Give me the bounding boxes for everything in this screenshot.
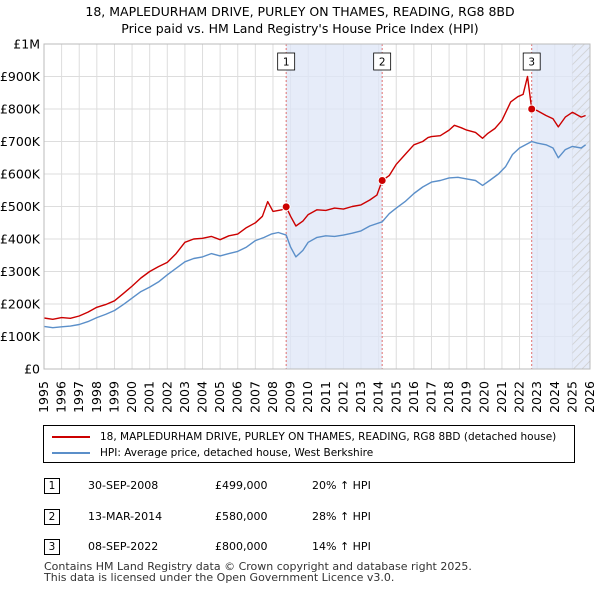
y-tick-label: £300K [0, 264, 41, 279]
y-tick-label: £500K [0, 199, 41, 214]
price-chart: 1 2 3 £0 £100K £200K £300K £400K £500K £600K £700… [0, 37, 597, 413]
transaction-hpi-delta: 20% ↑ HPI [312, 479, 371, 492]
x-tick-label: 2004 [195, 381, 210, 413]
transaction-price: £580,000 [215, 510, 268, 523]
x-tick-label: 2023 [529, 381, 544, 413]
x-tick-label: 2018 [441, 381, 456, 413]
x-tick-label: 2008 [265, 381, 280, 413]
hpi-line [43, 140, 587, 329]
forecast-hatch [572, 44, 590, 369]
x-tick-label: 2011 [318, 381, 333, 413]
x-tick-label: 2013 [353, 381, 368, 413]
sale-point [281, 202, 291, 212]
x-tick-label: 2002 [159, 381, 174, 413]
x-tick-label: 2026 [582, 381, 597, 413]
transaction-date: 13-MAR-2014 [88, 510, 163, 523]
y-tick-label: £600K [0, 167, 41, 182]
x-tick-label: 2025 [564, 381, 579, 413]
y-tick-label: £900K [0, 69, 41, 84]
footer: Contains HM Land Registry data © Crown c… [44, 561, 472, 583]
y-tick-label: £100K [0, 329, 41, 344]
transaction-price: £499,000 [215, 479, 268, 492]
sale-marker-box [373, 52, 392, 71]
x-tick-label: 2000 [124, 381, 139, 413]
x-tick-label: 1995 [36, 381, 51, 413]
legend-item-hpi: HPI: Average price, detached house, West… [52, 445, 373, 461]
transaction-row: 2 13-MAR-2014 £580,000 28% ↑ HPI [0, 507, 600, 529]
transaction-row: 1 30-SEP-2008 £499,000 20% ↑ HPI [0, 476, 600, 498]
sale-marker-box [522, 52, 541, 71]
y-tick-label: £1M [13, 37, 40, 52]
transaction-price: £800,000 [215, 540, 268, 553]
footer-copyright: Contains HM Land Registry data © Crown c… [44, 560, 472, 573]
sale-point [527, 104, 537, 114]
ownership-period-band [286, 44, 383, 369]
transaction-row: 3 08-SEP-2022 £800,000 14% ↑ HPI [0, 537, 600, 559]
x-tick-label: 2012 [335, 381, 350, 413]
transaction-date: 30-SEP-2008 [88, 479, 159, 492]
x-tick-label: 1997 [71, 381, 86, 413]
legend-label-hpi: HPI: Average price, detached house, West… [100, 447, 374, 459]
chart-title: 18, MAPLEDURHAM DRIVE, PURLEY ON THAMES,… [85, 4, 515, 19]
x-tick-label: 2017 [423, 381, 438, 413]
x-tick-label: 2009 [283, 381, 298, 413]
x-tick-label: 1999 [106, 381, 121, 413]
footer-licence: This data is licensed under the Open Gov… [44, 571, 395, 584]
x-tick-label: 2016 [406, 381, 421, 413]
x-tick-label: 2021 [494, 381, 509, 413]
y-tick-label: £200K [0, 297, 41, 312]
x-tick-label: 2014 [371, 381, 386, 413]
legend-item-property: 18, MAPLEDURHAM DRIVE, PURLEY ON THAMES,… [52, 429, 556, 445]
x-tick-label: 2019 [459, 381, 474, 413]
x-tick-label: 2022 [512, 381, 527, 413]
sale-point [377, 176, 387, 185]
x-tick-label: 2006 [230, 381, 245, 413]
x-tick-label: 2015 [388, 381, 403, 413]
y-tick-label: £0 [24, 362, 40, 377]
sale-marker-label: 1 [283, 57, 290, 69]
x-tick-label: 2010 [300, 381, 315, 413]
plot-frame [43, 43, 591, 370]
x-tick-label: 2024 [547, 381, 562, 413]
x-tick-label: 2005 [212, 381, 227, 413]
property-price-line [43, 75, 586, 320]
legend-swatch-hpi [52, 452, 90, 454]
transaction-hpi-delta: 28% ↑ HPI [312, 510, 371, 523]
legend: 18, MAPLEDURHAM DRIVE, PURLEY ON THAMES,… [43, 425, 575, 463]
y-tick-label: £400K [0, 232, 41, 247]
legend-label-property: 18, MAPLEDURHAM DRIVE, PURLEY ON THAMES,… [100, 431, 557, 443]
transaction-number: 3 [44, 539, 60, 555]
x-tick-label: 2001 [142, 381, 157, 413]
sale-marker-box [277, 52, 296, 71]
x-tick-label: 2020 [476, 381, 491, 413]
transaction-hpi-delta: 14% ↑ HPI [312, 540, 371, 553]
x-tick-label: 2003 [177, 381, 192, 413]
transaction-date: 08-SEP-2022 [88, 540, 159, 553]
x-tick-label: 1996 [54, 381, 69, 413]
chart-subtitle: Price paid vs. HM Land Registry's House … [121, 21, 479, 36]
x-tick-label: 2007 [247, 381, 262, 413]
transaction-number: 2 [44, 509, 60, 525]
legend-swatch-property [52, 436, 90, 438]
y-tick-label: £800K [0, 102, 41, 117]
sale-marker-label: 3 [528, 57, 535, 69]
x-tick-label: 1998 [89, 381, 104, 413]
y-tick-label: £700K [0, 134, 41, 149]
sale-marker-label: 2 [379, 57, 386, 69]
transaction-number: 1 [44, 478, 60, 494]
